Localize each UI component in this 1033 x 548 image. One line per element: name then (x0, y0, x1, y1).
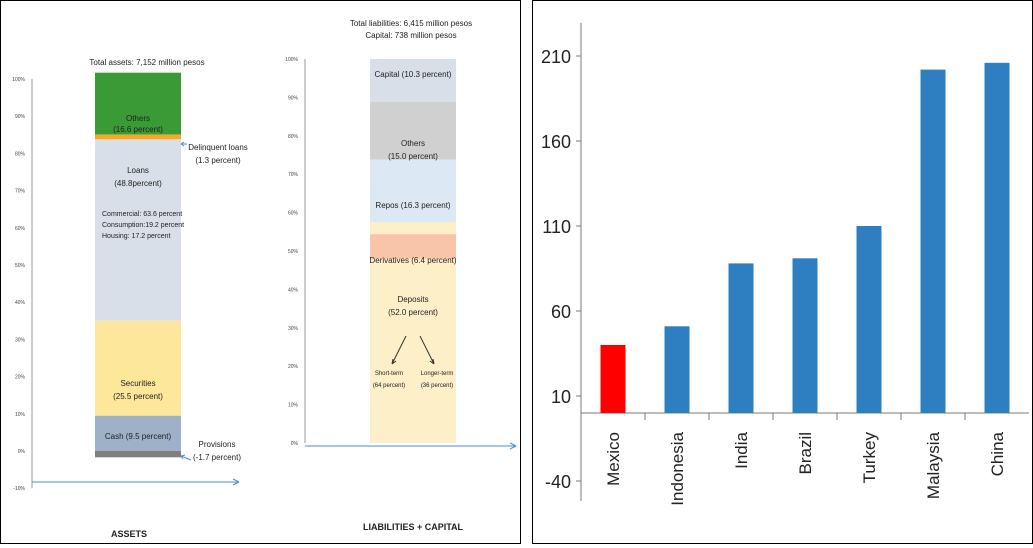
liab-others-label: (15.0 percent) (388, 152, 438, 161)
longer-term-arrow (419, 335, 435, 365)
liab-tick-label: 60% (288, 211, 299, 217)
liab-header: Capital: 738 million pesos (365, 31, 456, 40)
liab-tick-label: 30% (288, 326, 299, 332)
y-tick-label: 210 (541, 47, 571, 67)
liab-tick-label: 100% (285, 57, 298, 63)
liab-others-label: Others (401, 139, 425, 148)
short-term-arrow (391, 335, 407, 365)
assets-segment-loans (95, 139, 181, 321)
liab-longer-term-label: Longer-term (421, 371, 454, 377)
assets-tick-label: 90% (15, 114, 26, 120)
x-tick-label: China (988, 431, 1007, 476)
assets-tick-label: 40% (15, 300, 26, 306)
assets-tick-label: 80% (15, 151, 26, 157)
assets-segment-provisions (95, 451, 181, 458)
country-bar-chart: -40 10 60 110 160 210 Mexico Indonesia India Braz… (541, 23, 1029, 506)
assets-tick-label: 20% (15, 375, 26, 381)
x-tick-label: India (732, 431, 751, 468)
liab-arrow-head (509, 442, 517, 450)
assets-others-label: Others (126, 114, 150, 123)
liab-derivatives-label: Derivatives (6.4 percent) (369, 256, 456, 265)
bar-chart-panel: -40 10 60 110 160 210 Mexico Indonesia India Braz… (532, 0, 1033, 544)
liab-title: LIABILITIES + CAPITAL (363, 522, 464, 532)
x-tick-label: Malaysia (924, 431, 943, 499)
liab-segment-others (370, 102, 456, 160)
assets-loans-detail: Consumption:19.2 percent (102, 222, 184, 229)
liab-tick-label: 10% (288, 403, 299, 409)
liab-tick-label: 20% (288, 364, 299, 370)
liab-segment-derivatives (370, 234, 456, 259)
liab-header: Total liabilities: 6,415 million pesos (350, 19, 472, 28)
assets-title: ASSETS (111, 529, 147, 539)
x-tick-label: Turkey (860, 432, 879, 484)
assets-tick-label: 60% (15, 226, 26, 232)
assets-arrow-head (232, 478, 240, 486)
liab-longer-term-label: (36 percent) (421, 383, 453, 389)
x-tick-label: Brazil (796, 432, 815, 475)
liab-deposits-label: (52.0 percent) (388, 308, 438, 317)
liab-repos-label: Repos (16.3 percent) (375, 201, 450, 210)
assets-loans-detail: Housing: 17.2 percent (102, 233, 171, 240)
bar-india (728, 263, 754, 413)
y-tick-label: -40 (545, 472, 571, 492)
liab-segment-gap (370, 222, 456, 235)
assets-cash-label: Cash (9.5 percent) (105, 432, 172, 441)
bar-malaysia (920, 69, 946, 413)
bar-brazil (792, 258, 818, 413)
y-tick-label: 60 (551, 302, 571, 322)
assets-delinquent-label: (1.3 percent) (195, 156, 241, 165)
liab-segment-capital (370, 59, 456, 103)
bar-china (984, 62, 1010, 414)
assets-tick-label: 0% (18, 449, 26, 455)
bar-turkey (856, 226, 882, 413)
assets-loans-detail: Commercial: 63.6 percent (102, 211, 182, 218)
liab-tick-label: 70% (288, 172, 299, 178)
x-tick-label: Indonesia (668, 431, 687, 505)
x-tick-label: Mexico (604, 432, 623, 486)
delinquent-arrow (180, 141, 187, 147)
y-tick-label: 160 (541, 132, 571, 152)
assets-segment-others (95, 72, 181, 135)
liab-tick-label: 40% (288, 287, 299, 293)
liab-capital-label: Capital (10.3 percent) (375, 70, 452, 79)
assets-provisions-label: Provisions (199, 440, 236, 449)
assets-tick-label: 70% (15, 189, 26, 195)
liab-short-term-label: Short-term (375, 371, 403, 377)
assets-delinquent-label: Delinquent loans (188, 143, 248, 152)
assets-loans-label: (48.8percent) (114, 179, 162, 188)
assets-tick-label: 30% (15, 337, 26, 343)
liab-deposits-label: Deposits (397, 295, 428, 304)
assets-segment-securities (95, 320, 181, 416)
liab-segment-deposits (370, 258, 456, 443)
assets-loans-label: Loans (127, 166, 149, 175)
bar-indonesia (664, 326, 690, 413)
assets-segment-delinquent-loans (95, 134, 181, 140)
assets-provisions-label: (-1.7 percent) (193, 453, 241, 462)
assets-tick-label: 50% (15, 263, 26, 269)
y-tick-label: 110 (542, 217, 571, 237)
assets-tick-label: 10% (15, 412, 26, 418)
y-tick-label: 10 (551, 387, 571, 407)
bar-mexico (600, 345, 626, 413)
liab-segment-repos (370, 159, 456, 223)
liab-short-term-label: (64 percent) (373, 383, 405, 389)
liab-tick-label: 90% (288, 95, 299, 101)
assets-header: Total assets: 7,152 million pesos (89, 58, 204, 67)
liab-tick-label: 50% (288, 249, 299, 255)
assets-tick-label: 100% (12, 77, 25, 83)
assets-segment-cash (95, 415, 181, 451)
assets-tick-label: -10% (13, 486, 25, 492)
provisions-arrow (180, 454, 192, 461)
liab-tick-label: 0% (291, 441, 299, 447)
balance-sheet-chart: -10% 0% 10% 20% 30% 40% 50% 60% 70% 80% 90% 100% Tot… (12, 19, 517, 539)
balance-sheet-panel: -10% 0% 10% 20% 30% 40% 50% 60% 70% 80% 90% 100% Tot… (0, 0, 521, 544)
assets-others-label: (16.6 percent) (113, 125, 163, 134)
assets-securities-label: (25.5 percent) (113, 392, 163, 401)
assets-securities-label: Securities (120, 379, 155, 388)
liab-tick-label: 80% (288, 134, 299, 140)
